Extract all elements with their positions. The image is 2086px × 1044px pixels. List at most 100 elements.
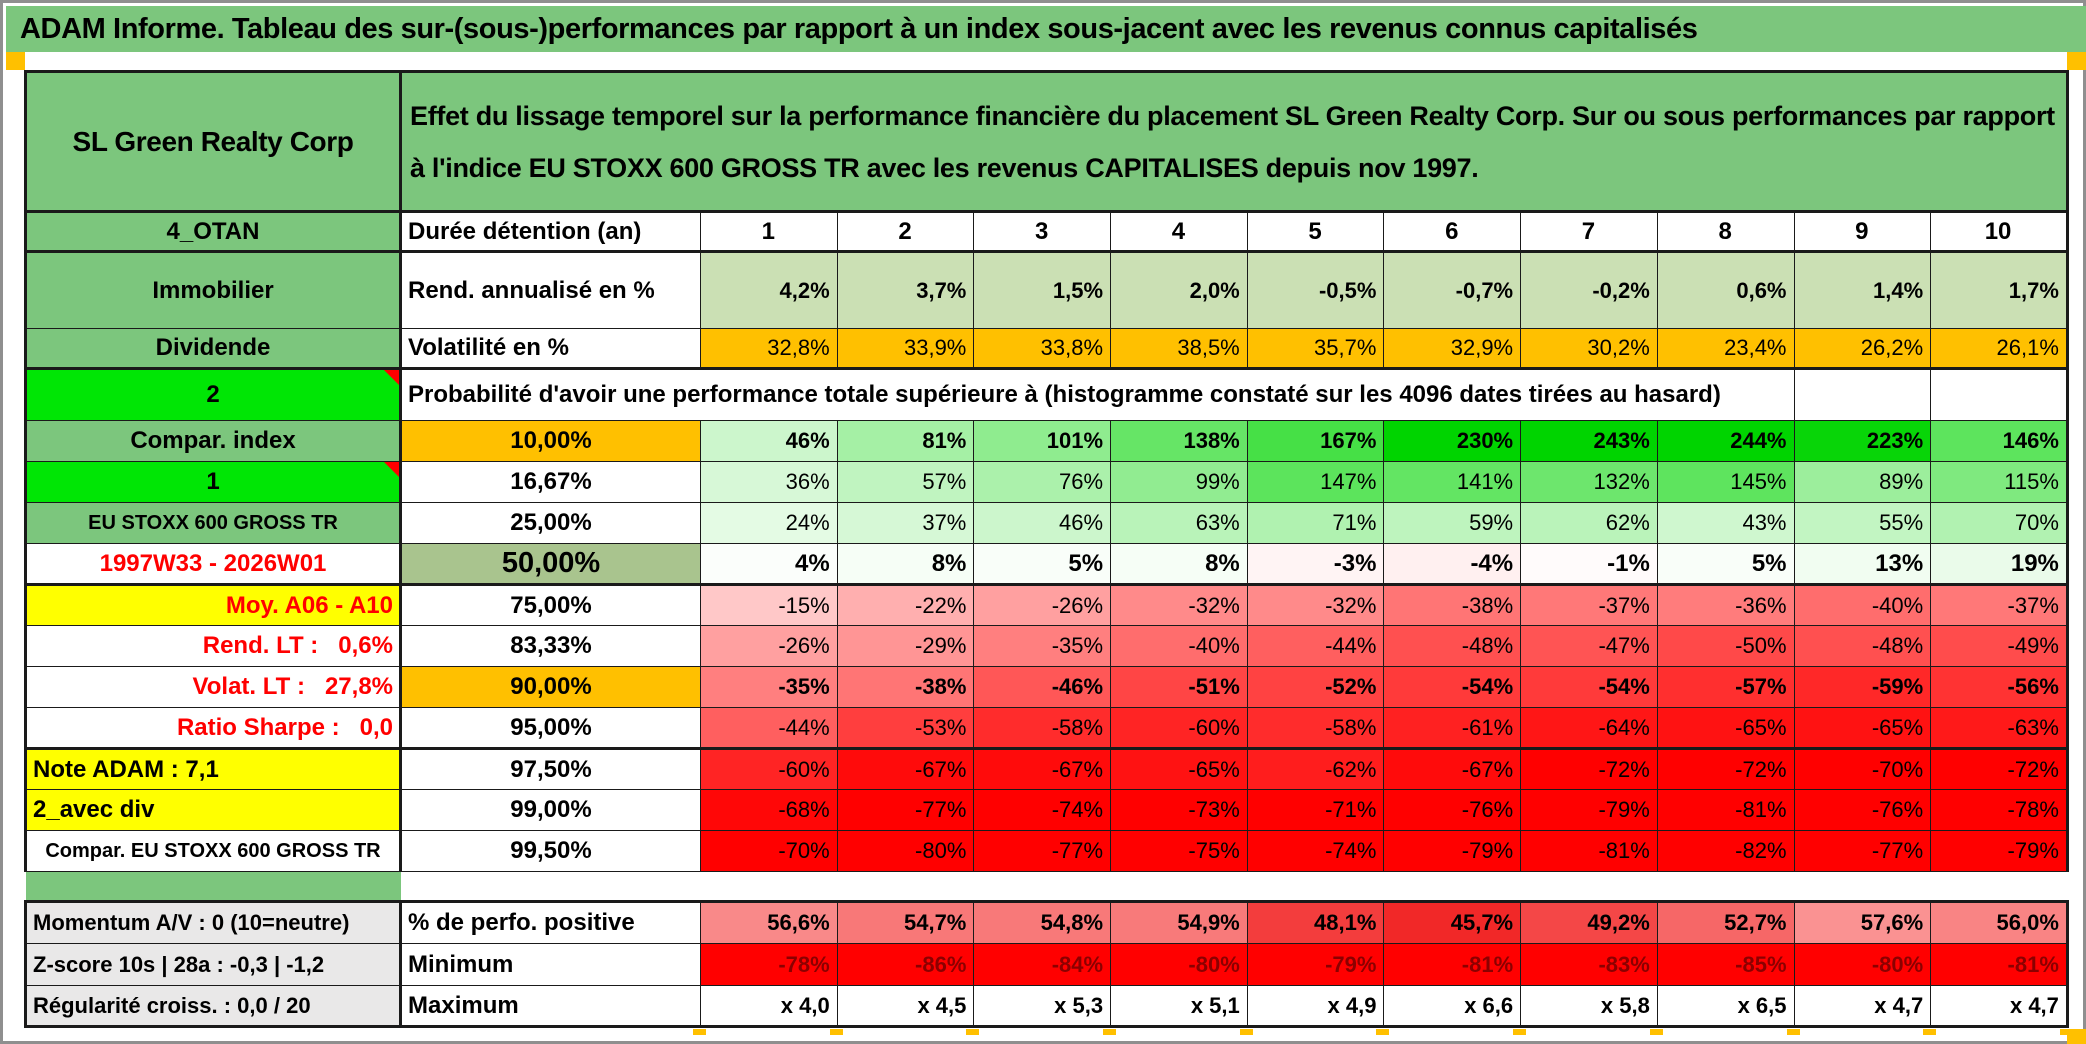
percentile-value-cell[interactable]: 46% (700, 420, 838, 462)
percentile-75[interactable]: 75,00% (400, 584, 701, 626)
percentile-value-cell[interactable]: -37% (1930, 584, 2069, 626)
maximum-cell[interactable]: x 6,6 (1383, 985, 1522, 1028)
percentile-value-cell[interactable]: 145% (1656, 461, 1795, 503)
percentile-value-cell[interactable]: -22% (836, 584, 975, 626)
row-label-volat-lt[interactable]: Volat. LT : 27,8% (24, 666, 402, 708)
percentile-value-cell[interactable]: 76% (973, 461, 1112, 503)
percentile-value-cell[interactable]: -72% (1930, 748, 2069, 790)
duration-cell[interactable]: 6 (1383, 211, 1522, 253)
percentile-value-cell[interactable]: -64% (1520, 707, 1658, 750)
percentile-value-cell[interactable]: -72% (1656, 748, 1795, 790)
percentile-value-cell[interactable]: -50% (1656, 625, 1795, 667)
percentile-value-cell[interactable]: 244% (1656, 420, 1795, 462)
percentile-value-cell[interactable]: 13% (1793, 543, 1932, 586)
volatility-cell[interactable]: 38,5% (1110, 328, 1248, 370)
percentile-value-cell[interactable]: 19% (1930, 543, 2069, 586)
percentile-value-cell[interactable]: 37% (836, 502, 975, 544)
percentile-value-cell[interactable]: -51% (1110, 666, 1248, 708)
probability-note[interactable]: Probabilité d'avoir une performance tota… (400, 368, 1795, 421)
volatility-cell[interactable]: 35,7% (1246, 328, 1385, 370)
duration-cell[interactable]: 10 (1930, 211, 2069, 253)
minimum-cell[interactable]: -81% (1383, 943, 1522, 986)
positive-perf-cell[interactable]: 49,2% (1520, 900, 1658, 944)
minimum-label[interactable]: Minimum (400, 943, 701, 986)
percentile-95[interactable]: 95,00% (400, 707, 701, 750)
percentile-value-cell[interactable]: -81% (1520, 830, 1658, 872)
percentile-value-cell[interactable]: -44% (700, 707, 838, 750)
percentile-value-cell[interactable]: 81% (836, 420, 975, 462)
percentile-value-cell[interactable]: -65% (1656, 707, 1795, 750)
percentile-value-cell[interactable]: 99% (1110, 461, 1248, 503)
positive-perf-cell[interactable]: 45,7% (1383, 900, 1522, 944)
percentile-value-cell[interactable]: -72% (1520, 748, 1658, 790)
percentile-value-cell[interactable]: -46% (973, 666, 1112, 708)
percentile-value-cell[interactable]: 147% (1246, 461, 1385, 503)
percentile-value-cell[interactable]: 63% (1110, 502, 1248, 544)
percentile-value-cell[interactable]: -32% (1110, 584, 1248, 626)
empty-cell[interactable] (1930, 368, 2069, 421)
holding-period-label[interactable]: Durée détention (an) (400, 211, 701, 253)
percentile-value-cell[interactable]: -35% (973, 625, 1112, 667)
percentile-value-cell[interactable]: -53% (836, 707, 975, 750)
maximum-cell[interactable]: x 5,3 (973, 985, 1112, 1028)
percentile-value-cell[interactable]: -56% (1930, 666, 2069, 708)
percentile-value-cell[interactable]: -58% (1246, 707, 1385, 750)
maximum-cell[interactable]: x 4,0 (700, 985, 838, 1028)
row-label-period[interactable]: 1997W33 - 2026W01 (24, 543, 402, 586)
percentile-value-cell[interactable]: -48% (1793, 625, 1932, 667)
minimum-cell[interactable]: -86% (836, 943, 975, 986)
annual-return-cell[interactable]: 1,4% (1793, 251, 1932, 329)
percentile-value-cell[interactable]: -74% (1246, 830, 1385, 872)
row-label-compar-index[interactable]: Compar. index (24, 420, 402, 462)
percentile-value-cell[interactable]: -75% (1110, 830, 1248, 872)
percentile-value-cell[interactable]: -73% (1110, 789, 1248, 831)
percentile-975[interactable]: 97,50% (400, 748, 701, 790)
row-label-1[interactable]: 1 (24, 461, 402, 503)
positive-perf-cell[interactable]: 57,6% (1793, 900, 1932, 944)
percentile-value-cell[interactable]: -65% (1793, 707, 1932, 750)
percentile-value-cell[interactable]: -59% (1793, 666, 1932, 708)
percentile-value-cell[interactable]: -70% (700, 830, 838, 872)
maximum-cell[interactable]: x 4,5 (836, 985, 975, 1028)
row-label-momentum[interactable]: Momentum A/V : 0 (10=neutre) (24, 900, 402, 944)
row-label-note-adam[interactable]: Note ADAM : 7,1 (24, 748, 402, 790)
percentile-value-cell[interactable]: -68% (700, 789, 838, 831)
positive-perf-cell[interactable]: 54,7% (836, 900, 975, 944)
row-label-2[interactable]: 2 (24, 368, 402, 421)
positive-perf-cell[interactable]: 54,8% (973, 900, 1112, 944)
minimum-cell[interactable]: -80% (1110, 943, 1248, 986)
row-label-immobilier[interactable]: Immobilier (24, 251, 402, 329)
percentile-value-cell[interactable]: -57% (1656, 666, 1795, 708)
maximum-cell[interactable]: x 6,5 (1656, 985, 1795, 1028)
percentile-value-cell[interactable]: -63% (1930, 707, 2069, 750)
percentile-value-cell[interactable]: -79% (1520, 789, 1658, 831)
volatility-cell[interactable]: 23,4% (1656, 328, 1795, 370)
percentile-value-cell[interactable]: -48% (1383, 625, 1522, 667)
annual-return-cell[interactable]: 0,6% (1656, 251, 1795, 329)
percentile-value-cell[interactable]: -36% (1656, 584, 1795, 626)
volatility-cell[interactable]: 33,8% (973, 328, 1112, 370)
maximum-cell[interactable]: x 4,9 (1246, 985, 1385, 1028)
percentile-value-cell[interactable]: 141% (1383, 461, 1522, 503)
percentile-value-cell[interactable]: 71% (1246, 502, 1385, 544)
duration-cell[interactable]: 5 (1246, 211, 1385, 253)
volatility-cell[interactable]: 32,9% (1383, 328, 1522, 370)
empty-cell[interactable] (1793, 368, 1932, 421)
percentile-value-cell[interactable]: 138% (1110, 420, 1248, 462)
percentile-value-cell[interactable]: 8% (836, 543, 975, 586)
percentile-value-cell[interactable]: -40% (1793, 584, 1932, 626)
minimum-cell[interactable]: -84% (973, 943, 1112, 986)
percentile-value-cell[interactable]: -78% (1930, 789, 2069, 831)
row-label-4otan[interactable]: 4_OTAN (24, 211, 402, 253)
percentile-value-cell[interactable]: -40% (1110, 625, 1248, 667)
row-label-compar-eu-stoxx[interactable]: Compar. EU STOXX 600 GROSS TR (24, 830, 402, 872)
percentile-value-cell[interactable]: -60% (1110, 707, 1248, 750)
percentile-25[interactable]: 25,00% (400, 502, 701, 544)
minimum-cell[interactable]: -80% (1793, 943, 1932, 986)
positive-perf-cell[interactable]: 52,7% (1656, 900, 1795, 944)
percentile-value-cell[interactable]: -67% (1383, 748, 1522, 790)
duration-cell[interactable]: 7 (1520, 211, 1658, 253)
percentile-value-cell[interactable]: -49% (1930, 625, 2069, 667)
percentile-value-cell[interactable]: -76% (1793, 789, 1932, 831)
volatility-cell[interactable]: 30,2% (1520, 328, 1658, 370)
